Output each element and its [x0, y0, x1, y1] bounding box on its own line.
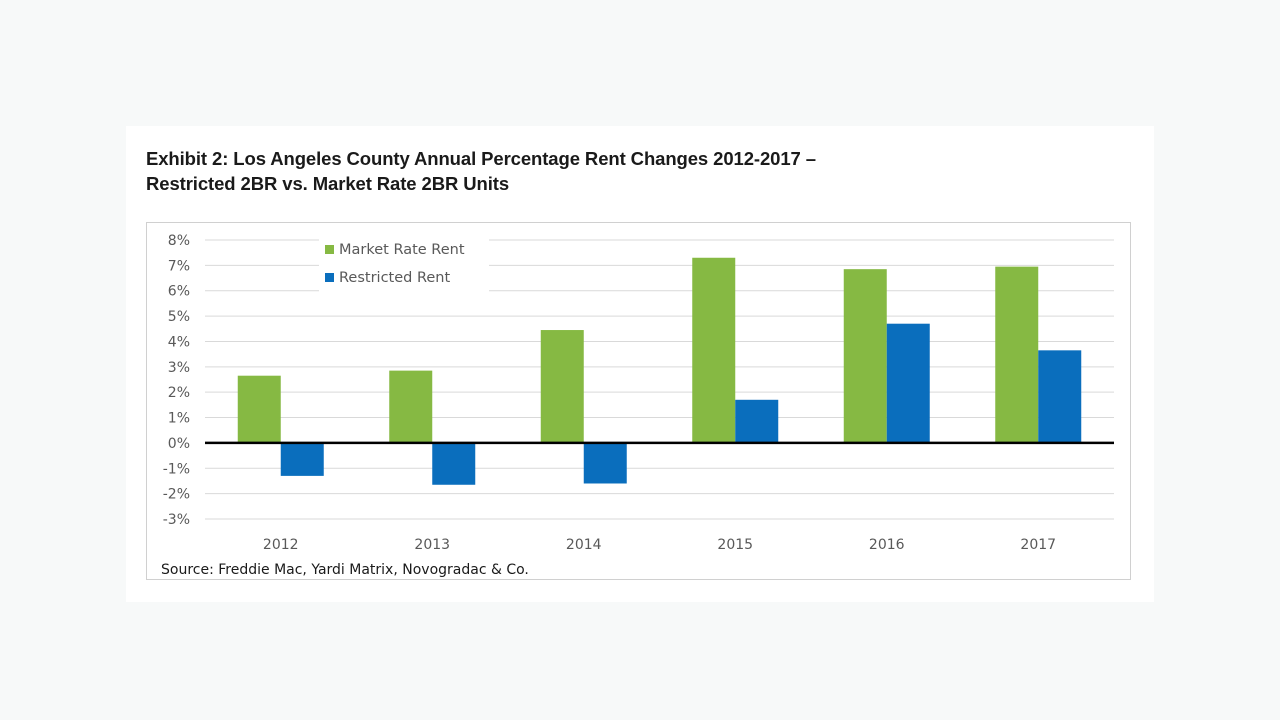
restricted-bar: [583, 442, 627, 484]
market-rate-bar: [389, 370, 433, 443]
legend-swatch-market: [325, 245, 334, 254]
x-tick-label: 2015: [717, 537, 753, 553]
y-tick-label: -2%: [163, 487, 190, 503]
restricted-bar: [280, 442, 324, 476]
restricted-bar: [735, 399, 779, 443]
y-tick-label: -3%: [163, 512, 190, 528]
y-tick-label: 1%: [168, 411, 190, 427]
y-tick-label: 2%: [168, 385, 190, 401]
legend-swatch-restricted: [325, 273, 334, 282]
x-tick-label: 2012: [263, 537, 299, 553]
chart-title-line-2: Restricted 2BR vs. Market Rate 2BR Units: [146, 173, 510, 194]
market-rate-bar: [237, 375, 281, 443]
market-rate-bar: [540, 330, 584, 443]
source-note: Source: Freddie Mac, Yardi Matrix, Novog…: [161, 562, 529, 578]
market-rate-bar: [843, 269, 887, 443]
y-tick-label: 0%: [168, 436, 190, 452]
x-axis-ticks: 2012 2013 2014 2015 2016 2017: [263, 537, 1056, 553]
legend: Market Rate Rent Restricted Rent: [319, 237, 489, 293]
y-tick-label: 6%: [168, 284, 190, 300]
bar-chart: 8% 7% 6% 5% 4% 3% 2% 1% 0% -1% -2% -3% 2012 2013 2014…: [161, 233, 1114, 578]
y-axis-ticks: 8% 7% 6% 5% 4% 3% 2% 1% 0% -1% -2% -3%: [163, 233, 190, 528]
restricted-bar: [886, 323, 930, 443]
x-tick-label: 2014: [566, 537, 602, 553]
legend-label: Market Rate Rent: [339, 242, 465, 258]
legend-background: [319, 237, 489, 293]
y-tick-label: 4%: [168, 334, 190, 350]
y-tick-label: 8%: [168, 233, 190, 249]
restricted-bar: [1038, 350, 1082, 443]
x-tick-label: 2013: [414, 537, 450, 553]
y-tick-label: 3%: [168, 360, 190, 376]
chart-title-line-1: Exhibit 2: Los Angeles County Annual Per…: [146, 148, 816, 169]
y-tick-label: 7%: [168, 258, 190, 274]
market-rate-bar: [995, 266, 1039, 443]
market-rate-bar: [692, 257, 736, 443]
chart-frame: 8% 7% 6% 5% 4% 3% 2% 1% 0% -1% -2% -3% 2012 2013 2014…: [146, 222, 1131, 580]
y-tick-label: -1%: [163, 461, 190, 477]
chart-title: Exhibit 2: Los Angeles County Annual Per…: [146, 146, 1046, 196]
x-tick-label: 2017: [1020, 537, 1056, 553]
legend-label: Restricted Rent: [339, 270, 451, 286]
restricted-bar: [432, 442, 476, 485]
x-tick-label: 2016: [869, 537, 905, 553]
bars: [237, 257, 1082, 485]
y-tick-label: 5%: [168, 309, 190, 325]
